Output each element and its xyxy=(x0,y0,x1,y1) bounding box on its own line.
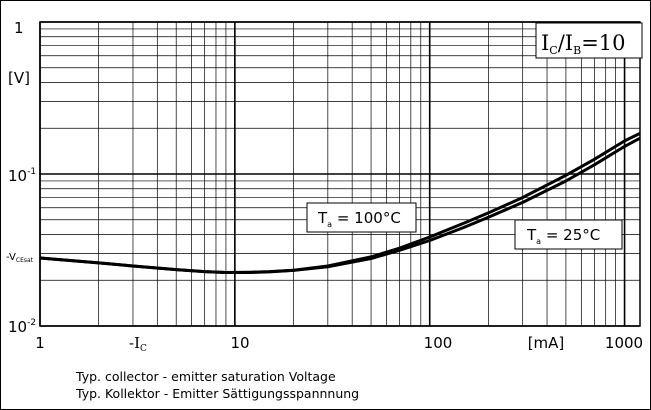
series-line-1 xyxy=(39,136,641,274)
condition-box xyxy=(535,22,643,59)
y-unit-label: [V] xyxy=(8,69,30,87)
caption-line-2: Typ. Kollektor - Emitter Sättigungsspann… xyxy=(75,386,359,401)
y-tick-label: 10-1 xyxy=(8,167,36,185)
annotation-box-25 xyxy=(514,219,623,250)
annotation-25c: Ta = 25°C xyxy=(526,226,600,246)
y-tick-label: 10-2 xyxy=(8,318,36,336)
series-layer xyxy=(39,132,641,274)
x-tick-label: 1 xyxy=(35,334,45,352)
x-tick-label: 100 xyxy=(424,334,453,352)
plot-area xyxy=(39,21,641,327)
caption-line-1: Typ. collector - emitter saturation Volt… xyxy=(75,369,336,384)
x-tick-label: 10 xyxy=(230,334,249,352)
annotation-100c: Ta = 100°C xyxy=(317,209,401,229)
x-unit-label: [mA] xyxy=(528,334,565,352)
x-tick-label: 1000 xyxy=(605,334,643,352)
x-axis-label: -IC xyxy=(129,334,147,354)
y-tick-label: 1 xyxy=(14,19,24,37)
y-axis-label: -VCEsat xyxy=(6,252,34,264)
condition-label: IC/IB=10 xyxy=(541,31,626,57)
annotation-box-100 xyxy=(306,202,417,233)
